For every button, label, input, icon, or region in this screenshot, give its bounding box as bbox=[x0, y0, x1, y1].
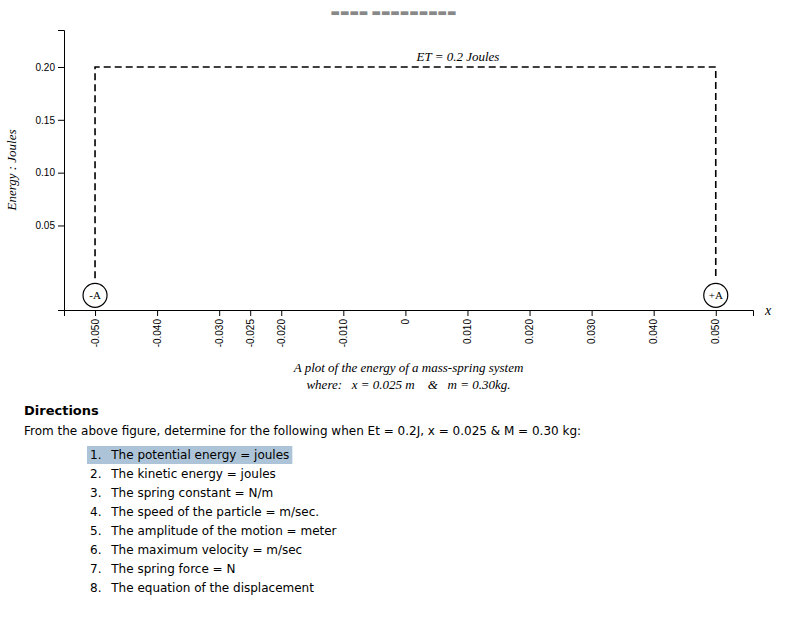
x-tick-mark bbox=[281, 310, 282, 316]
x-tick-mark bbox=[95, 310, 96, 316]
x-tick-mark bbox=[654, 310, 655, 316]
annotation-circle bbox=[704, 283, 728, 307]
annotation-circle bbox=[83, 283, 107, 307]
x-tick-label: 0.030 bbox=[586, 319, 597, 344]
x-tick-mark bbox=[219, 310, 220, 316]
directions-item: 8. The equation of the displacement bbox=[90, 581, 314, 595]
directions-text: From the above figure, determine for the… bbox=[24, 424, 581, 438]
highlight bbox=[87, 446, 292, 464]
x-tick: -0.040 bbox=[152, 310, 163, 347]
x-tick: 0.040 bbox=[648, 310, 659, 344]
y-tick-mark bbox=[58, 67, 64, 68]
chart: ▬▬▬▬ ▬▬▬▬▬▬▬▬▬-0.050-0.040-0.030-0.025-0… bbox=[0, 0, 787, 621]
y-tick: 0.05 bbox=[36, 220, 64, 231]
x-tick-mark bbox=[530, 310, 531, 316]
directions-item: 6. The maximum velocity = m/sec bbox=[90, 543, 302, 557]
x-axis-line bbox=[65, 311, 754, 317]
x-tick: 0.050 bbox=[710, 310, 721, 344]
x-tick: 0.030 bbox=[586, 310, 597, 344]
y-tick: 0.15 bbox=[36, 115, 64, 126]
y-axis-title: Energy : Joules bbox=[4, 129, 19, 211]
y-tick: 0.10 bbox=[36, 167, 64, 178]
x-tick-mark bbox=[343, 310, 344, 316]
x-tick: -0.010 bbox=[338, 310, 349, 347]
y-tick-mark bbox=[58, 173, 64, 174]
x-tick: -0.030 bbox=[214, 310, 225, 347]
y-axis-line bbox=[58, 31, 65, 311]
title: ▬▬▬▬ ▬▬▬▬▬▬▬▬▬ bbox=[330, 7, 456, 18]
x-tick: 0 bbox=[400, 310, 411, 325]
annotation: -A bbox=[89, 289, 101, 301]
y-tick-label: 0.20 bbox=[36, 62, 56, 73]
directions-item: 2. The kinetic energy = joules bbox=[90, 467, 276, 481]
x-tick-label: -0.025 bbox=[245, 319, 256, 348]
plot: -0.050 -0.040 -0.030 -0.025 -0.020 -0.010 0 0.0… bbox=[4, 31, 772, 348]
directions-item: 1. The potential energy = joules bbox=[90, 448, 289, 462]
x-tick-label: 0.050 bbox=[710, 319, 721, 344]
y-tick: 0.20 bbox=[36, 62, 64, 73]
directions-items: 1. The potential energy = joules 2. The k… bbox=[87, 446, 337, 595]
x-tick-mark bbox=[467, 310, 468, 316]
y-tick-label: 0.05 bbox=[36, 220, 56, 231]
x-tick-label: -0.050 bbox=[90, 319, 101, 348]
x-tick: -0.025 bbox=[245, 310, 256, 347]
directions-item: 7. The spring force = N bbox=[90, 562, 235, 576]
caption: where: x = 0.025 m & m = 0.30kg. bbox=[306, 377, 510, 392]
x-tick-mark bbox=[405, 310, 406, 316]
x-tick: 0.010 bbox=[462, 310, 473, 344]
y-tick-label: 0.10 bbox=[36, 167, 56, 178]
y-tick-mark bbox=[58, 225, 64, 226]
x-tick-label: -0.040 bbox=[152, 319, 163, 348]
x-tick: 0.020 bbox=[524, 310, 535, 344]
x-tick-label: 0 bbox=[400, 319, 411, 325]
x-tick-mark bbox=[157, 310, 158, 316]
x-axis-title: x bbox=[764, 303, 772, 318]
directions-item: 5. The amplitude of the motion = meter bbox=[90, 524, 337, 538]
directions-title: Directions bbox=[24, 403, 99, 418]
x-tick-label: 0.040 bbox=[648, 319, 659, 344]
y-tick-mark bbox=[58, 120, 64, 121]
directions-item: 3. The spring constant = N/m bbox=[90, 486, 273, 500]
directions-item: 4. The speed of the particle = m/sec. bbox=[90, 505, 319, 519]
annotation: EΤ = 0.2 Joules bbox=[416, 49, 500, 64]
annotation: +A bbox=[709, 289, 723, 301]
energy-line bbox=[95, 67, 716, 278]
caption: A plot of the energy of a mass-spring sy… bbox=[293, 360, 524, 375]
x-tick-mark bbox=[592, 310, 593, 316]
y-tick-label: 0.15 bbox=[36, 115, 56, 126]
y-axis: 0.05 0.10 0.15 0.20 bbox=[36, 31, 65, 311]
x-tick-mark bbox=[716, 310, 717, 316]
x-tick-label: 0.010 bbox=[462, 319, 473, 344]
x-tick: -0.050 bbox=[90, 310, 101, 347]
x-tick: -0.020 bbox=[276, 310, 287, 347]
x-axis: -0.050 -0.040 -0.030 -0.025 -0.020 -0.010 0 0.0… bbox=[65, 310, 754, 347]
x-tick-label: -0.030 bbox=[214, 319, 225, 348]
x-tick-label: -0.020 bbox=[276, 319, 287, 348]
x-tick-label: 0.020 bbox=[524, 319, 535, 344]
x-tick-mark bbox=[250, 310, 251, 316]
x-tick-label: -0.010 bbox=[338, 319, 349, 348]
marks bbox=[95, 67, 716, 278]
